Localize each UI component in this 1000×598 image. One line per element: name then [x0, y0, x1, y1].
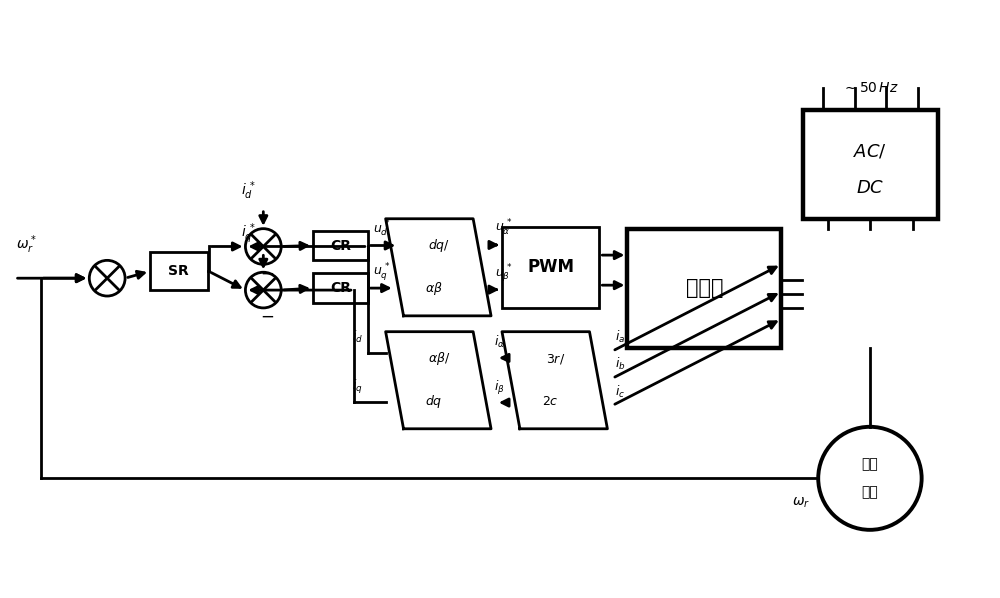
- Text: $\sim 50\,Hz$: $\sim 50\,Hz$: [842, 81, 899, 95]
- Polygon shape: [386, 219, 491, 316]
- Polygon shape: [502, 332, 607, 429]
- Text: $3r/$: $3r/$: [546, 352, 565, 366]
- Text: $i_c$: $i_c$: [615, 383, 626, 399]
- Text: $\omega_r^*$: $\omega_r^*$: [16, 234, 36, 257]
- Text: $dq$: $dq$: [425, 393, 443, 410]
- Text: $\mathit{AC/}$: $\mathit{AC/}$: [853, 142, 887, 160]
- Bar: [627, 228, 781, 347]
- Text: 电机: 电机: [862, 485, 878, 499]
- Text: $i_d^{\,*}$: $i_d^{\,*}$: [241, 179, 256, 202]
- Text: CR: CR: [330, 281, 351, 295]
- Polygon shape: [386, 332, 491, 429]
- Text: $\mathit{DC}$: $\mathit{DC}$: [856, 179, 885, 197]
- Text: $u_\beta^{\,*}$: $u_\beta^{\,*}$: [495, 263, 513, 285]
- Text: $\alpha\beta$: $\alpha\beta$: [425, 280, 443, 297]
- Circle shape: [245, 228, 281, 264]
- Bar: [313, 273, 368, 303]
- Text: $i_b$: $i_b$: [615, 356, 626, 373]
- Bar: [502, 227, 599, 308]
- Circle shape: [818, 427, 922, 530]
- Text: $i_a$: $i_a$: [615, 329, 626, 345]
- Text: $i_q^{\,*}$: $i_q^{\,*}$: [241, 221, 256, 246]
- Text: SR: SR: [168, 264, 189, 278]
- Text: $2c$: $2c$: [542, 395, 559, 408]
- Text: $-$: $-$: [260, 307, 274, 325]
- Bar: [150, 252, 208, 290]
- Circle shape: [245, 272, 281, 308]
- Text: $\alpha\beta/$: $\alpha\beta/$: [428, 350, 450, 367]
- Text: $u_d^{\,*}$: $u_d^{\,*}$: [373, 218, 391, 239]
- Text: $i_q$: $i_q$: [352, 378, 363, 396]
- Text: $i_d$: $i_d$: [352, 329, 363, 345]
- Text: PWM: PWM: [527, 258, 574, 276]
- Text: $dq/$: $dq/$: [428, 237, 450, 254]
- Bar: [313, 231, 368, 260]
- Text: $i_\alpha$: $i_\alpha$: [494, 334, 505, 350]
- Text: $u_q^{\,*}$: $u_q^{\,*}$: [373, 261, 391, 283]
- Text: $\omega_r$: $\omega_r$: [792, 496, 810, 511]
- Circle shape: [89, 260, 125, 296]
- Bar: [803, 110, 938, 219]
- Text: CR: CR: [330, 239, 351, 252]
- Text: $-$: $-$: [260, 263, 274, 281]
- Text: 逆变器: 逆变器: [686, 278, 723, 298]
- Text: $u_\alpha^{\,*}$: $u_\alpha^{\,*}$: [495, 218, 513, 238]
- Text: 感应: 感应: [862, 457, 878, 471]
- Text: $i_\beta$: $i_\beta$: [494, 379, 505, 397]
